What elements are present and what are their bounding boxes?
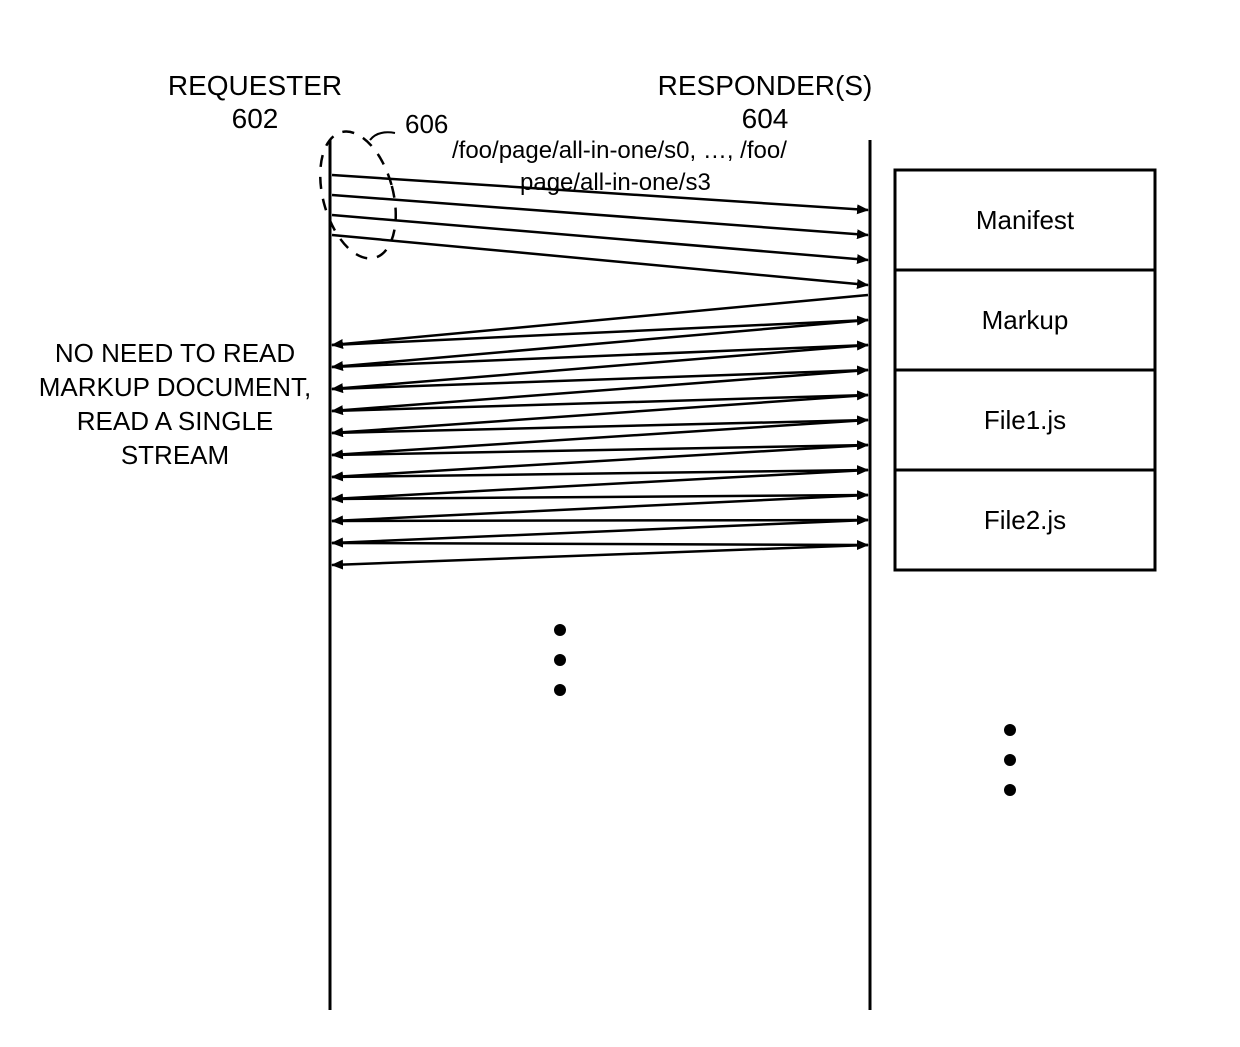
ellipsis-dot — [554, 654, 566, 666]
continuation-dots-boxes — [1004, 724, 1016, 796]
request-arrows — [332, 175, 868, 285]
side-note: NO NEED TO READ MARKUP DOCUMENT, READ A SI… — [39, 338, 312, 470]
request-arrow — [332, 235, 868, 285]
responder-label: RESPONDER(S) — [658, 70, 873, 101]
ellipsis-dot — [1004, 784, 1016, 796]
side-note-line: MARKUP DOCUMENT, — [39, 372, 312, 402]
responder-ref: 604 — [742, 103, 789, 134]
continuation-arrow — [332, 345, 868, 367]
group-ellipse — [307, 123, 408, 267]
request-path-line2: page/all-in-one/s3 — [520, 169, 711, 196]
ellipse-ref: 606 — [405, 109, 448, 139]
request-arrow — [332, 195, 868, 235]
response-arrow — [332, 345, 868, 389]
requester-label: REQUESTER — [168, 70, 342, 101]
file-box-label: File1.js — [984, 405, 1066, 435]
requester-ref: 602 — [232, 103, 279, 134]
continuation-dots-center — [554, 624, 566, 696]
side-note-line: NO NEED TO READ — [55, 338, 295, 368]
file-box-label: Manifest — [976, 205, 1075, 235]
response-arrows — [332, 295, 868, 565]
file-box-label: Markup — [982, 305, 1069, 335]
ellipsis-dot — [554, 684, 566, 696]
continuation-arrow — [332, 320, 868, 345]
file-box-stack: Manifest Markup File1.js File2.js — [895, 170, 1155, 570]
request-arrow — [332, 215, 868, 260]
ellipsis-dot — [1004, 724, 1016, 736]
side-note-line: READ A SINGLE — [77, 406, 274, 436]
sequence-diagram: REQUESTER 602 RESPONDER(S) 604 606 /foo/… — [0, 0, 1240, 1047]
ellipsis-dot — [554, 624, 566, 636]
request-path-line1: /foo/page/all-in-one/s0, …, /foo/ — [452, 137, 787, 164]
response-arrow — [332, 545, 868, 565]
response-arrow — [332, 295, 868, 345]
continuation-arrow — [332, 543, 868, 545]
continuation-arrow — [332, 370, 868, 389]
ellipsis-dot — [1004, 754, 1016, 766]
continuation-arrow — [332, 395, 868, 411]
response-arrow — [332, 370, 868, 411]
file-box-label: File2.js — [984, 505, 1066, 535]
response-arrow — [332, 320, 868, 367]
side-note-line: STREAM — [121, 440, 229, 470]
ellipse-leader — [370, 132, 395, 140]
continuation-arrow — [332, 520, 868, 521]
response-arrow — [332, 520, 868, 543]
